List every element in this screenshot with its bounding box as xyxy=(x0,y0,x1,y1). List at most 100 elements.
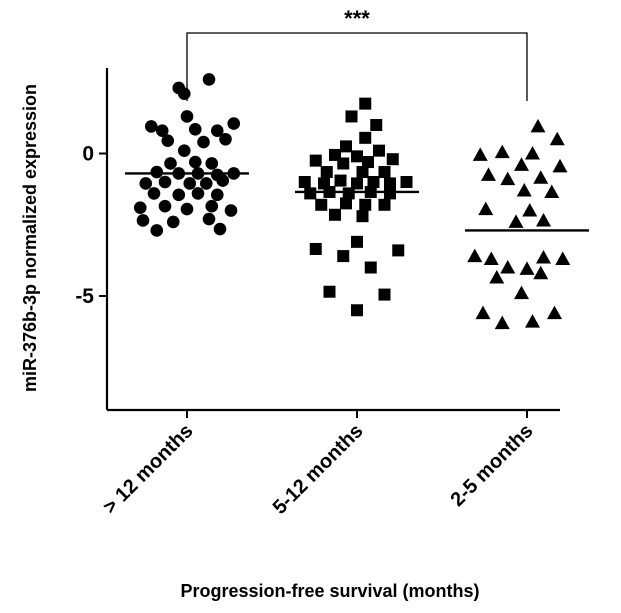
data-point-triangle xyxy=(467,248,483,263)
y-axis-title: miR-376b-3p normalized expression xyxy=(20,84,40,392)
data-point-square xyxy=(315,198,328,211)
data-point-square xyxy=(378,288,391,301)
data-point-circle xyxy=(158,175,172,189)
x-category-label: 5-12 months xyxy=(269,420,368,519)
data-point-triangle xyxy=(536,212,551,227)
data-point-square xyxy=(378,198,391,211)
axes xyxy=(99,68,560,418)
data-point-circle xyxy=(219,132,232,146)
data-point-circle xyxy=(227,117,241,130)
data-point-square xyxy=(334,174,347,187)
y-tick-label: 0 xyxy=(82,143,94,166)
data-point-triangle xyxy=(525,146,540,160)
significance-label: *** xyxy=(344,6,370,31)
data-point-square xyxy=(370,119,383,131)
data-point-square xyxy=(304,187,317,200)
data-point-square xyxy=(340,197,352,210)
data-point-circle xyxy=(155,124,169,137)
x-category-label: > 12 months xyxy=(99,420,197,518)
data-point-square xyxy=(356,166,369,179)
data-point-circle xyxy=(199,177,213,190)
data-point-triangle xyxy=(544,184,560,198)
data-point-triangle xyxy=(472,147,488,161)
data-point-square xyxy=(320,166,333,179)
data-point-circle xyxy=(180,110,194,123)
data-point-triangle xyxy=(536,250,551,264)
data-point-square xyxy=(298,176,311,188)
data-point-circle xyxy=(164,157,177,170)
data-point-square xyxy=(373,144,385,157)
data-point-circle xyxy=(188,155,202,169)
data-point-circle xyxy=(161,134,175,147)
data-point-square xyxy=(345,110,358,123)
data-point-circle xyxy=(177,144,191,157)
data-point-square xyxy=(351,235,363,248)
data-point-circle xyxy=(197,135,210,149)
data-point-square xyxy=(367,176,380,188)
data-point-square xyxy=(364,261,377,274)
data-point-circle xyxy=(213,222,227,236)
data-point-square xyxy=(362,156,374,169)
data-point-triangle xyxy=(530,118,546,133)
data-point-triangle xyxy=(514,157,529,171)
data-point-triangle xyxy=(483,251,499,265)
chart-marks xyxy=(125,32,589,330)
data-point-square xyxy=(337,250,350,263)
data-point-circle xyxy=(191,187,205,200)
data-point-square xyxy=(323,285,336,298)
data-point-circle xyxy=(139,177,153,190)
data-point-circle xyxy=(147,187,161,200)
data-point-square xyxy=(359,198,372,211)
data-point-square xyxy=(359,97,372,110)
data-point-triangle xyxy=(494,144,510,159)
data-point-triangle xyxy=(533,170,549,184)
data-point-triangle xyxy=(500,260,516,274)
data-point-triangle xyxy=(519,261,535,275)
data-point-circle xyxy=(158,199,172,213)
data-point-circle xyxy=(177,87,191,100)
data-point-square xyxy=(400,176,413,188)
data-point-circle xyxy=(180,202,194,216)
data-point-square xyxy=(392,244,405,257)
data-point-square xyxy=(384,187,396,200)
data-point-triangle xyxy=(500,171,516,186)
data-point-square xyxy=(386,153,399,166)
data-point-square xyxy=(356,210,369,223)
data-point-circle xyxy=(202,212,216,226)
x-axis-title: Progression-free survival (months) xyxy=(180,581,479,601)
data-point-triangle xyxy=(533,265,549,280)
data-point-triangle xyxy=(508,214,524,228)
data-point-triangle xyxy=(494,315,510,330)
data-point-square xyxy=(329,208,341,221)
significance-bracket xyxy=(186,32,528,101)
data-point-triangle xyxy=(475,305,491,320)
data-point-triangle xyxy=(547,305,562,320)
data-point-square xyxy=(309,242,322,255)
data-point-circle xyxy=(224,204,238,217)
data-point-triangle xyxy=(481,167,496,181)
data-point-triangle xyxy=(516,183,532,197)
data-point-square xyxy=(378,166,391,179)
data-point-circle xyxy=(205,157,219,170)
y-tick-label: -5 xyxy=(75,285,94,308)
data-point-triangle xyxy=(489,269,505,284)
data-point-circle xyxy=(166,215,180,229)
data-point-circle xyxy=(183,177,197,190)
data-point-circle xyxy=(210,188,224,202)
data-point-square xyxy=(359,131,372,144)
data-point-circle xyxy=(210,124,224,137)
data-point-square xyxy=(351,304,363,317)
data-point-triangle xyxy=(555,251,571,265)
data-point-square xyxy=(340,140,352,153)
data-point-square xyxy=(342,187,355,200)
data-point-circle xyxy=(202,73,216,86)
data-point-square xyxy=(384,177,396,190)
data-point-circle xyxy=(144,120,158,133)
data-point-square xyxy=(351,150,363,163)
data-point-triangle xyxy=(552,158,568,173)
data-point-square xyxy=(337,157,350,170)
x-category-label: 2-5 months xyxy=(447,420,538,511)
data-point-circle xyxy=(133,201,147,214)
chart-labels: 0 -5 > 12 months 5-12 months 2-5 months *** xyxy=(75,6,537,519)
